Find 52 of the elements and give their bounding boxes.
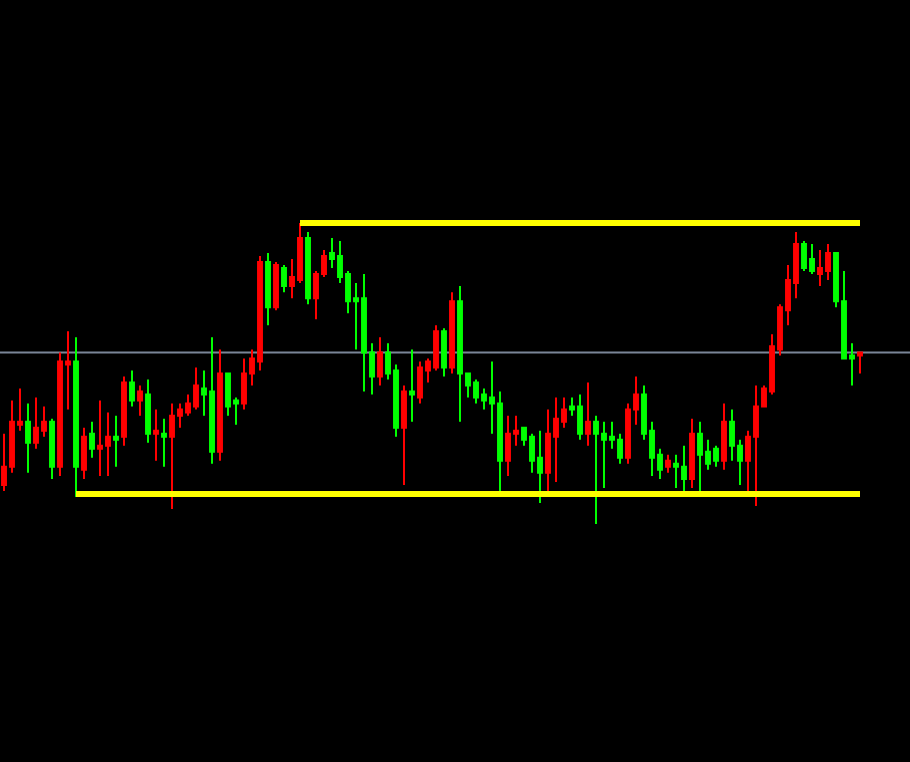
candlestick (121, 375, 127, 447)
candlestick (577, 393, 583, 441)
candlestick (113, 414, 119, 468)
candlestick (689, 417, 695, 489)
candlestick (377, 336, 383, 387)
candlestick (129, 369, 135, 408)
candlestick (241, 357, 247, 411)
candlestick (225, 372, 231, 417)
candlestick (25, 402, 31, 474)
candlestick (97, 399, 103, 477)
candlestick (585, 381, 591, 447)
candlestick (417, 360, 423, 405)
candlestick (401, 384, 407, 486)
candlestick (801, 239, 807, 273)
candlestick (409, 348, 415, 423)
candlestick (441, 327, 447, 378)
candlestick (665, 453, 671, 474)
candlestick (697, 420, 703, 492)
candlestick (89, 420, 95, 459)
candlestick (505, 414, 511, 477)
candlestick (265, 252, 271, 327)
candlestick (305, 230, 311, 306)
candlestick (681, 444, 687, 495)
candlestick (33, 396, 39, 450)
candlestick (753, 384, 759, 507)
candlestick (81, 426, 87, 480)
candlestick (457, 285, 463, 423)
candlestick (49, 417, 55, 480)
candlestick (721, 402, 727, 471)
candlestick (537, 429, 543, 504)
candlestick (817, 248, 823, 288)
candlestick (137, 384, 143, 417)
candlestick (857, 351, 863, 375)
candlestick (713, 444, 719, 468)
candlestick (809, 242, 815, 276)
candlestick (281, 264, 287, 294)
candlestick (361, 273, 367, 393)
candlestick (145, 378, 151, 444)
candlestick (169, 402, 175, 510)
candlestick (825, 242, 831, 282)
candlestick (209, 336, 215, 465)
candlestick (273, 261, 279, 312)
candlestick (193, 366, 199, 411)
candlestick (553, 396, 559, 483)
candlestick (673, 453, 679, 489)
candlestick (161, 417, 167, 468)
candlestick (73, 336, 79, 498)
candlestick (473, 378, 479, 405)
candlestick (217, 348, 223, 462)
candlestick (593, 414, 599, 526)
candlestick (449, 291, 455, 375)
candlestick (153, 408, 159, 462)
